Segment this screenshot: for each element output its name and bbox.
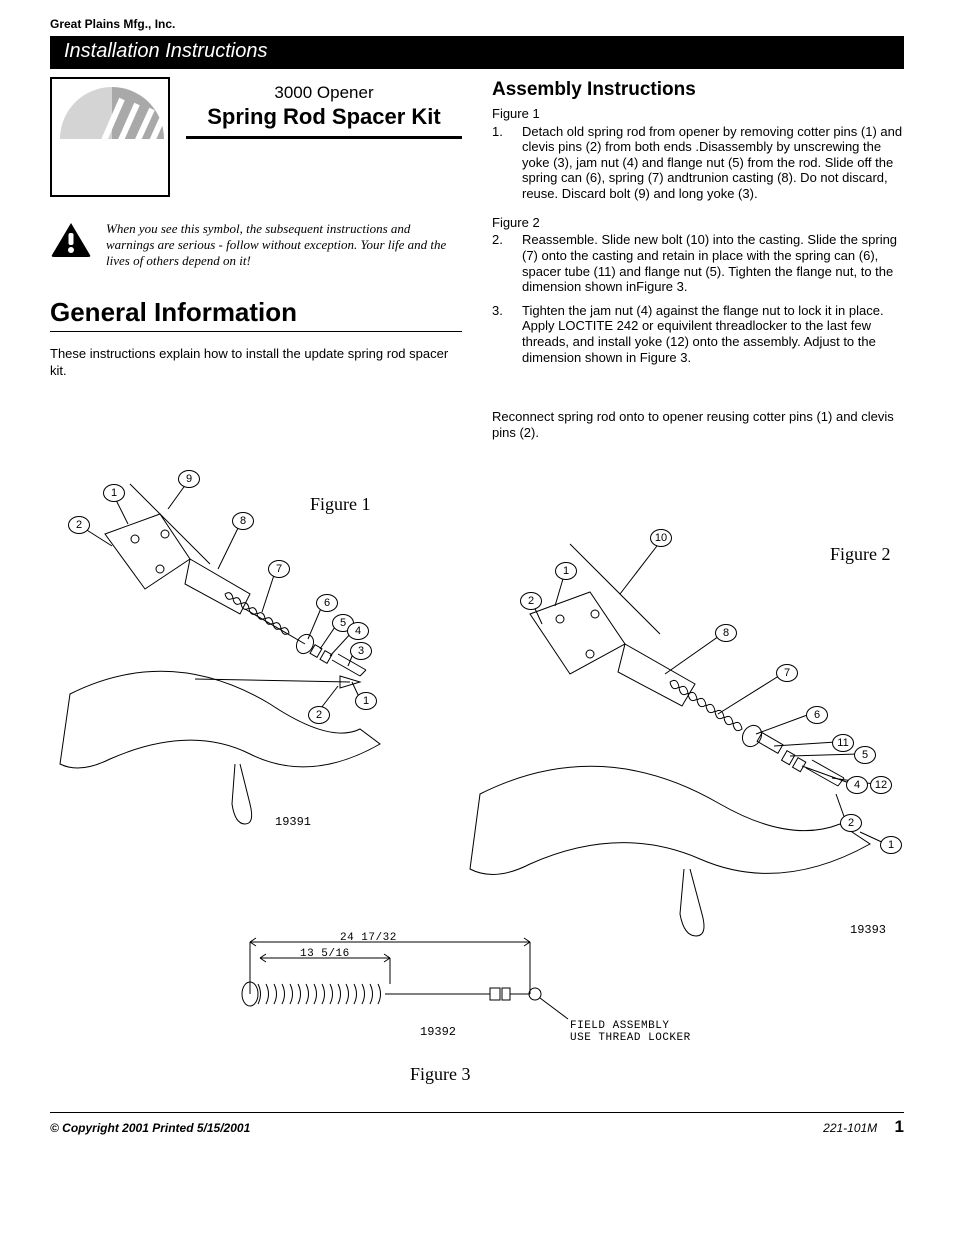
logo	[50, 77, 170, 197]
footer-copyright: © Copyright 2001 Printed 5/15/2001	[50, 1122, 250, 1136]
figure2-drawing-number: 19393	[850, 924, 886, 938]
footer-rule	[50, 1112, 904, 1113]
figure3-caption: Figure 3	[410, 1064, 471, 1085]
title-block: 3000 Opener Spring Rod Spacer Kit	[50, 77, 462, 197]
fig3-note2: USE THREAD LOCKER	[570, 1032, 691, 1045]
assembly-heading: Assembly Instructions	[492, 79, 904, 101]
figure2-drawing	[460, 524, 900, 944]
company-name: Great Plains Mfg., Inc.	[50, 18, 904, 32]
warning-icon	[50, 221, 92, 259]
steps-list-2: Reassemble. Slide new bolt (10) into the…	[492, 232, 904, 365]
title-text: 3000 Opener Spring Rod Spacer Kit	[186, 77, 462, 197]
main-title: Spring Rod Spacer Kit	[186, 104, 462, 129]
steps-list-1: Detach old spring rod from opener by rem…	[492, 124, 904, 202]
step-2: Reassemble. Slide new bolt (10) into the…	[492, 232, 904, 294]
warning-block: When you see this symbol, the subsequent…	[50, 221, 462, 270]
fig3-dim1: 24 17/32	[340, 932, 397, 945]
fig3-dim2: 13 5/16	[300, 948, 350, 961]
general-body: These instructions explain how to instal…	[50, 346, 462, 380]
left-column: 3000 Opener Spring Rod Spacer Kit When y…	[50, 77, 462, 441]
step-3: Tighten the jam nut (4) against the flan…	[492, 303, 904, 365]
right-column: Assembly Instructions Figure 1 Detach ol…	[492, 77, 904, 441]
banner: Installation Instructions	[50, 36, 904, 69]
fig2-label: Figure 2	[492, 216, 904, 231]
page-number: 1	[895, 1117, 904, 1136]
reconnect-text: Reconnect spring rod onto to opener reus…	[492, 409, 904, 440]
general-rule	[50, 331, 462, 332]
footer-docnum: 221-101M	[823, 1121, 877, 1135]
fig1-label: Figure 1	[492, 107, 904, 122]
footer: © Copyright 2001 Printed 5/15/2001 221-1…	[50, 1117, 904, 1137]
figure3-drawing-number: 19392	[420, 1026, 456, 1040]
two-column-layout: 3000 Opener Spring Rod Spacer Kit When y…	[50, 77, 904, 441]
subtitle: 3000 Opener	[186, 83, 462, 103]
general-heading: General Information	[50, 298, 462, 328]
step-1: Detach old spring rod from opener by rem…	[492, 124, 904, 202]
figures-area: Figure 1	[50, 464, 904, 1104]
fig3-note1: FIELD ASSEMBLY	[570, 1020, 669, 1033]
figure1-drawing-number: 19391	[275, 816, 311, 830]
title-rule	[186, 136, 462, 139]
warning-text: When you see this symbol, the subsequent…	[106, 221, 462, 270]
